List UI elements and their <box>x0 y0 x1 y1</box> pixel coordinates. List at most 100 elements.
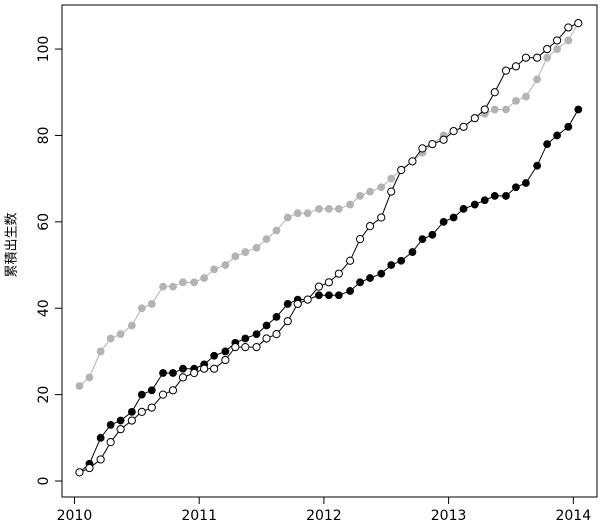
point <box>418 235 427 244</box>
point <box>262 235 271 244</box>
y-tick-label: 40 <box>36 299 52 317</box>
point <box>574 105 583 114</box>
point <box>418 144 427 153</box>
point <box>137 304 146 313</box>
series-line <box>79 22 579 387</box>
point <box>439 135 448 144</box>
point <box>96 433 105 442</box>
point <box>428 139 437 149</box>
point <box>574 19 583 28</box>
point <box>564 122 573 131</box>
y-tick-label: 20 <box>36 386 52 404</box>
point <box>137 407 146 417</box>
point <box>470 200 479 209</box>
point <box>96 347 105 356</box>
point <box>533 161 542 170</box>
point <box>397 165 406 175</box>
point <box>178 373 188 382</box>
point <box>366 274 374 282</box>
point <box>512 183 520 192</box>
y-tick-label: 100 <box>36 36 52 63</box>
point <box>262 321 271 330</box>
point <box>334 269 343 278</box>
point <box>158 390 168 399</box>
point <box>408 157 417 166</box>
point <box>345 256 355 265</box>
point <box>127 416 136 425</box>
point <box>262 334 271 343</box>
point <box>75 382 84 390</box>
point <box>293 299 302 309</box>
y-tick-label: 80 <box>36 127 52 145</box>
point <box>324 291 333 300</box>
point <box>210 265 219 274</box>
y-axis-label: 累積出生数 <box>5 212 20 277</box>
point <box>355 235 365 244</box>
point <box>221 347 230 356</box>
point <box>480 196 489 205</box>
point <box>346 287 354 295</box>
point <box>200 364 209 373</box>
point <box>552 36 562 45</box>
point <box>439 217 448 226</box>
point <box>522 92 530 101</box>
point <box>169 369 177 377</box>
point <box>106 420 115 429</box>
point <box>147 300 156 308</box>
series-line <box>79 109 579 473</box>
point <box>314 282 323 291</box>
point <box>356 192 364 200</box>
point <box>283 317 292 326</box>
point <box>137 390 146 399</box>
point <box>408 248 417 256</box>
point <box>147 403 156 412</box>
x-tick-label: 2010 <box>57 508 93 524</box>
point <box>459 122 468 131</box>
point <box>96 455 105 464</box>
point <box>502 192 510 200</box>
point <box>252 330 261 339</box>
point <box>387 187 396 196</box>
point <box>293 209 302 218</box>
point <box>241 248 250 256</box>
point <box>511 62 521 71</box>
point <box>303 295 312 304</box>
point <box>252 343 261 352</box>
point <box>200 274 209 282</box>
point <box>179 364 187 373</box>
point <box>564 36 573 45</box>
point <box>387 261 396 269</box>
point <box>512 96 520 105</box>
point <box>221 355 230 365</box>
point <box>356 278 364 287</box>
point <box>303 209 312 218</box>
point <box>449 213 458 222</box>
point <box>210 364 219 373</box>
point <box>272 312 281 321</box>
point <box>324 278 333 287</box>
x-tick-label: 2011 <box>181 508 217 524</box>
x-tick-label: 2012 <box>306 508 342 524</box>
point <box>366 187 374 196</box>
point <box>397 256 406 265</box>
point <box>127 321 136 330</box>
point <box>272 330 281 339</box>
point <box>210 351 219 360</box>
point <box>490 192 499 200</box>
point <box>272 226 281 235</box>
point <box>521 53 531 62</box>
point <box>533 75 542 84</box>
plot-frame <box>61 4 598 498</box>
point <box>116 330 125 339</box>
point <box>334 291 343 300</box>
point <box>449 127 458 136</box>
point <box>553 131 561 140</box>
point <box>501 66 511 75</box>
point <box>543 53 552 62</box>
point <box>283 300 292 308</box>
point <box>179 278 187 287</box>
y-tick-label: 60 <box>36 213 52 231</box>
point <box>106 438 115 447</box>
point <box>85 463 94 473</box>
